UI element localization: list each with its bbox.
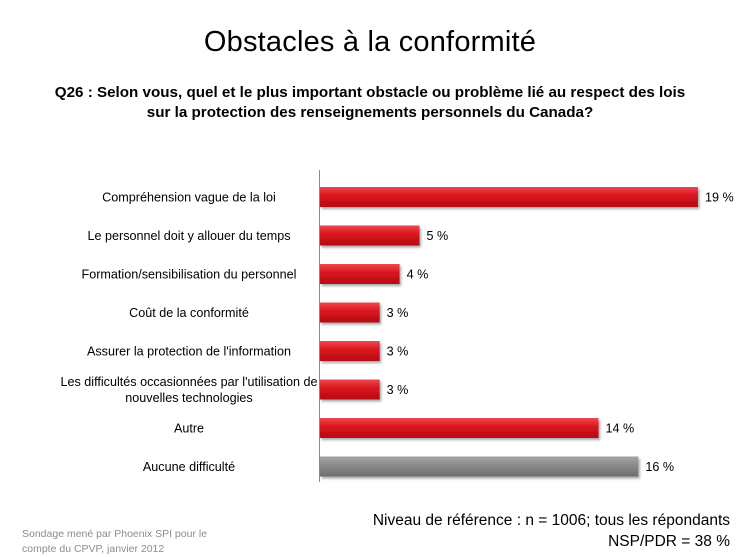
category-label-4: Assurer la protection de l'information (87, 345, 291, 359)
value-label-1: 5 % (426, 229, 448, 243)
bar-chart: 19 % Compréhension vague de la loi 5 % Le p… (61, 170, 734, 482)
value-label-7: 16 % (645, 460, 674, 474)
category-label-5-line-0: Les difficultés occasionnées par l'utili… (61, 375, 318, 389)
bar-3 (320, 302, 380, 323)
category-label-7-line-0: Aucune difficulté (143, 460, 235, 474)
category-label-1: Le personnel doit y allouer du temps (87, 229, 290, 243)
bar-0 (320, 187, 698, 207)
category-label-0: Compréhension vague de la loi (102, 191, 276, 205)
value-label-2: 4 % (407, 268, 429, 282)
question-line-1: Q26 : Selon vous, quel et le plus import… (54, 84, 686, 101)
bar-1 (320, 225, 420, 246)
category-label-1-line-0: Le personnel doit y allouer du temps (87, 229, 290, 243)
bar-2 (320, 264, 400, 284)
category-label-3: Coût de la conformité (129, 306, 249, 320)
category-label-5: Les difficultés occasionnées par l'utili… (61, 375, 318, 405)
source-note-line-1: Sondage mené par Phoenix SPI pour le (22, 528, 208, 540)
category-label-3-line-0: Coût de la conformité (129, 306, 249, 320)
category-label-7: Aucune difficulté (143, 460, 235, 474)
category-label-0-line-0: Compréhension vague de la loi (102, 191, 276, 205)
category-label-5-line-1: nouvelles technologies (125, 391, 252, 405)
value-label-5: 3 % (387, 383, 409, 397)
bars-group: 19 % Compréhension vague de la loi 5 % Le p… (61, 187, 734, 477)
bar-4 (320, 341, 380, 361)
category-label-6-line-0: Autre (174, 422, 204, 436)
value-label-3: 3 % (387, 306, 409, 320)
category-label-2: Formation/sensibilisation du personnel (82, 268, 297, 282)
category-label-4-line-0: Assurer la protection de l'information (87, 345, 291, 359)
value-label-0: 19 % (705, 191, 734, 205)
category-label-2-line-0: Formation/sensibilisation du personnel (82, 268, 297, 282)
source-note-line-2: compte du CPVP, janvier 2012 (22, 543, 165, 555)
value-label-6: 14 % (606, 422, 635, 436)
bar-6 (320, 418, 599, 438)
survey-question: Q26 : Selon vous, quel et le plus import… (30, 83, 710, 123)
category-label-6: Autre (174, 422, 204, 436)
source-note: Sondage mené par Phoenix SPI pour le com… (22, 527, 207, 557)
base-note-line-1: Niveau de référence : n = 1006; tous les… (372, 512, 730, 529)
slide-title: Obstacles à la conformité (203, 26, 537, 58)
question-line-2: sur la protection des renseignements per… (146, 104, 594, 121)
value-label-4: 3 % (387, 345, 409, 359)
base-note: Niveau de référence : n = 1006; tous les… (373, 510, 730, 552)
base-note-line-2: NSP/PDR = 38 % (608, 533, 730, 550)
bar-7 (320, 456, 639, 477)
bar-5 (320, 379, 380, 400)
